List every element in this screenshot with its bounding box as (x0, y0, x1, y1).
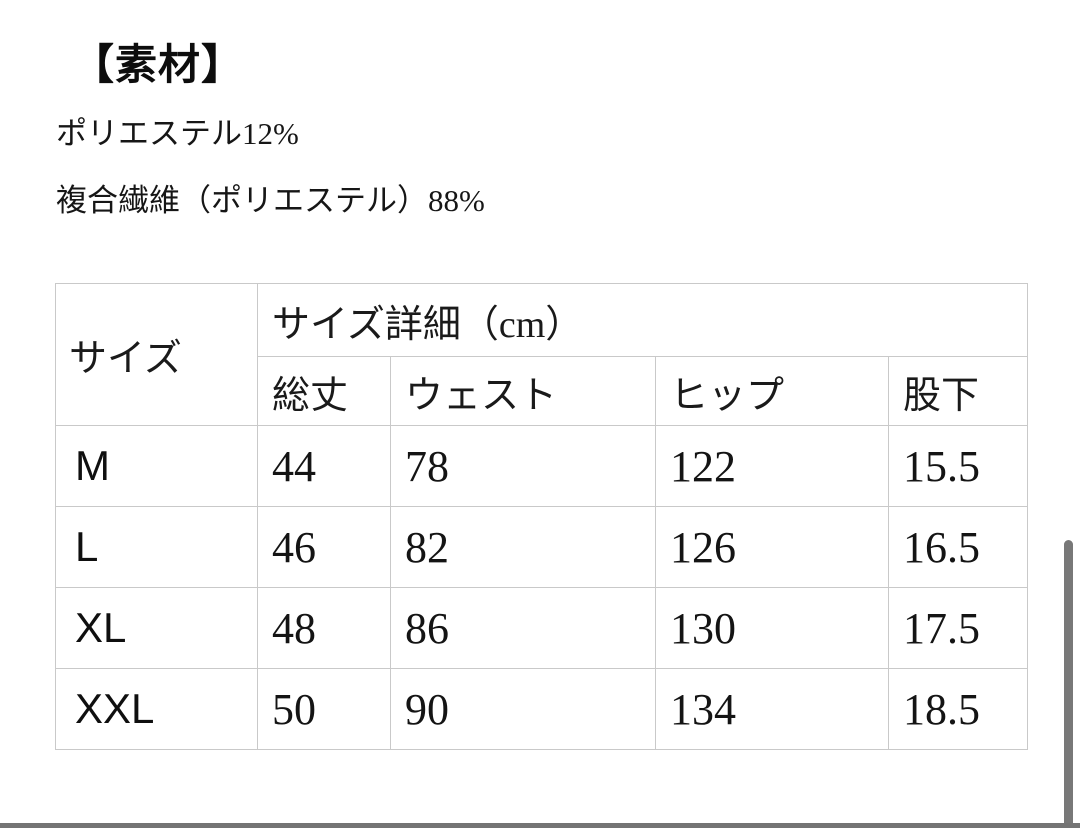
inseam-cell: 16.5 (887, 506, 1029, 588)
table-row: XXL 50 90 134 18.5 (55, 668, 1029, 750)
inseam-cell: 15.5 (887, 425, 1029, 507)
column-header-inseam: 股下 (887, 356, 1029, 426)
column-header-waist: ウェスト (390, 356, 656, 426)
table-row: M 44 78 122 15.5 (55, 425, 1029, 507)
column-header-hip: ヒップ (655, 356, 889, 426)
vertical-scrollbar-thumb[interactable] (1064, 540, 1073, 828)
total-length-cell: 44 (257, 425, 391, 507)
hip-cell: 130 (655, 587, 889, 669)
material-composition-line: 複合繊維（ポリエステル）88% (56, 183, 485, 218)
total-length-cell: 48 (257, 587, 391, 669)
column-header-total-length: 総丈 (257, 356, 391, 426)
table-header-row-columns: 総丈 ウェスト ヒップ 股下 (56, 356, 1029, 426)
table-header-row-group: サイズ サイズ詳細（cm） (55, 283, 1029, 426)
waist-cell: 86 (390, 587, 656, 669)
material-composition-line: ポリエステル12% (56, 116, 299, 151)
size-label-cell: L (55, 506, 258, 588)
hip-cell: 134 (655, 668, 889, 750)
waist-cell: 90 (390, 668, 656, 750)
hip-cell: 126 (655, 506, 889, 588)
size-chart-table: サイズ サイズ詳細（cm） 総丈 ウェスト ヒップ 股下 M 44 78 122… (55, 283, 1029, 750)
table-row: L 46 82 126 16.5 (55, 506, 1029, 588)
total-length-cell: 46 (257, 506, 391, 588)
total-length-cell: 50 (257, 668, 391, 750)
hip-cell: 122 (655, 425, 889, 507)
inseam-cell: 18.5 (887, 668, 1029, 750)
waist-cell: 78 (390, 425, 656, 507)
size-column-header: サイズ (55, 283, 258, 426)
waist-cell: 82 (390, 506, 656, 588)
bottom-edge-divider (0, 823, 1080, 828)
size-detail-group-header: サイズ詳細（cm） (256, 283, 1029, 357)
size-label-cell: XL (55, 587, 258, 669)
size-label-cell: M (55, 425, 258, 507)
size-label-cell: XXL (55, 668, 258, 750)
inseam-cell: 17.5 (887, 587, 1029, 669)
table-row: XL 48 86 130 17.5 (55, 587, 1029, 669)
material-heading: 【素材】 (72, 41, 245, 88)
